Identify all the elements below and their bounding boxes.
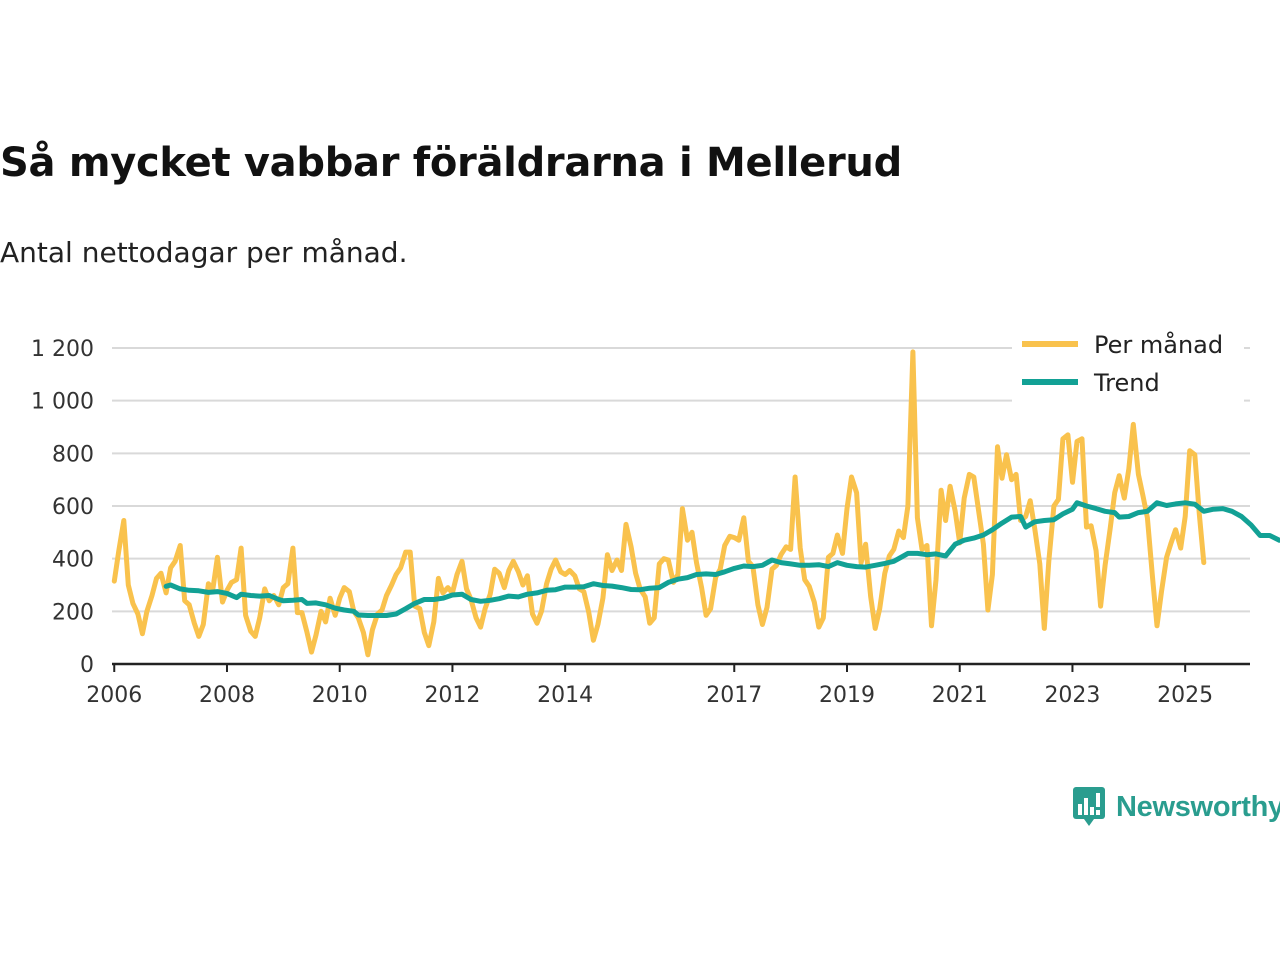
chart-subtitle: Antal nettodagar per månad. <box>0 236 408 269</box>
line-chart: 0 200 400 600 800 1 000 1 200 2006 2008 2010 2012… <box>31 328 1280 708</box>
series-layer <box>111 349 1280 658</box>
y-tick-label: 1 200 <box>31 337 94 362</box>
legend-label-trend: Trend <box>1093 369 1160 397</box>
x-axis-ticks: 2006 2008 2010 2012 2014 2017 2019 2021 2023 2025 <box>86 664 1213 708</box>
y-axis-ticks: 0 200 400 600 800 1 000 1 200 <box>31 337 94 678</box>
x-tick-label: 2006 <box>86 683 142 708</box>
brand-name: Newsworthy <box>1116 790 1280 823</box>
chart-title: Så mycket vabbar föräldrarna i Mellerud <box>0 140 902 186</box>
x-tick-label: 2017 <box>706 683 762 708</box>
x-tick-label: 2019 <box>819 683 875 708</box>
y-tick-label: 1 000 <box>31 390 94 415</box>
series-line-trend <box>163 500 1280 618</box>
y-tick-label: 800 <box>52 442 94 467</box>
y-tick-label: 0 <box>80 653 94 678</box>
x-tick-label: 2023 <box>1044 683 1100 708</box>
newsworthy-logo-icon <box>1073 787 1105 826</box>
x-tick-label: 2014 <box>537 683 593 708</box>
x-tick-label: 2025 <box>1157 683 1213 708</box>
x-tick-label: 2012 <box>424 683 480 708</box>
y-tick-label: 600 <box>52 495 94 520</box>
x-tick-label: 2010 <box>312 683 368 708</box>
newsworthy-logo: Newsworthy <box>1072 786 1280 828</box>
x-tick-label: 2021 <box>932 683 988 708</box>
legend: Per månad Trend <box>1012 328 1244 402</box>
y-tick-label: 400 <box>52 548 94 573</box>
y-tick-label: 200 <box>52 600 94 625</box>
legend-background <box>1012 328 1244 402</box>
legend-label-per-manad: Per månad <box>1094 330 1223 359</box>
x-tick-label: 2008 <box>199 683 255 708</box>
grid-lines <box>112 347 1250 613</box>
